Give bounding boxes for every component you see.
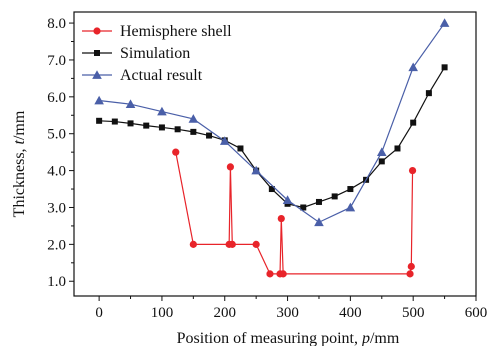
data-point: [315, 198, 322, 205]
data-point: [127, 120, 134, 127]
data-point: [219, 136, 230, 145]
data-point: [282, 195, 293, 204]
data-point: [410, 119, 417, 126]
data-point: [408, 166, 417, 175]
data-point: [314, 217, 324, 227]
data-point: [441, 64, 448, 71]
data-point: [158, 124, 165, 131]
data-point: [425, 90, 432, 97]
y-tick-label: 6.0: [47, 90, 66, 106]
y-tick-label: 4.0: [47, 164, 66, 180]
data-point: [439, 18, 450, 27]
data-point: [189, 240, 197, 248]
data-point: [143, 122, 150, 129]
data-point: [190, 128, 197, 135]
y-tick-label: 1.0: [47, 274, 66, 290]
data-point: [228, 240, 236, 248]
series-hemisphere-shell: [172, 148, 417, 278]
legend: Hemisphere shell Simulation Actual result: [82, 23, 232, 84]
data-point: [188, 114, 199, 123]
x-tick-label: 600: [465, 305, 488, 321]
legend-label: Simulation: [120, 45, 190, 62]
legend-label: Actual result: [120, 67, 203, 84]
data-point: [331, 193, 338, 200]
data-point: [394, 145, 401, 152]
data-point: [277, 214, 285, 223]
data-point: [376, 147, 387, 156]
data-point: [268, 186, 275, 193]
x-tick-label: 300: [276, 305, 299, 321]
legend-item: Hemisphere shell: [82, 23, 232, 40]
data-point: [279, 270, 287, 278]
x-tick-label: 100: [151, 305, 174, 321]
x-tick-label: 0: [95, 305, 103, 321]
data-point: [226, 163, 235, 171]
data-point: [111, 118, 118, 125]
plot-frame: [73, 11, 477, 297]
data-point: [174, 126, 181, 133]
data-point: [300, 204, 307, 211]
data-point: [378, 158, 385, 165]
legend-label: Hemisphere shell: [120, 23, 232, 40]
y-tick-label: 2.0: [47, 237, 66, 253]
data-point: [251, 165, 261, 175]
x-axis-title: Position of measuring point, p/mm: [177, 330, 400, 346]
data-point: [172, 148, 180, 156]
series-layer: [94, 18, 450, 278]
data-point: [347, 186, 354, 193]
y-tick-label: 7.0: [47, 53, 66, 69]
data-point: [345, 202, 356, 212]
y-tick-label: 3.0: [47, 200, 66, 216]
legend-item: Actual result: [82, 67, 203, 84]
plot-area: [73, 11, 477, 297]
data-point: [407, 262, 415, 271]
data-point: [406, 270, 414, 278]
data-point: [125, 99, 136, 109]
series-actual-result: [94, 18, 450, 227]
legend-swatch-marker: [93, 27, 101, 35]
legend-item: Simulation: [82, 45, 190, 62]
legend-swatch-marker: [92, 70, 102, 79]
x-tick-label: 400: [339, 305, 362, 321]
data-point: [157, 106, 167, 116]
y-tick-label: 5.0: [47, 127, 66, 143]
y-tick-label: 8.0: [47, 16, 66, 32]
series-line: [99, 22, 446, 223]
data-point: [252, 240, 260, 248]
legend-swatch-marker: [94, 50, 100, 56]
x-tick-label: 500: [402, 305, 425, 321]
series-simulation: [96, 64, 448, 211]
data-point: [96, 117, 103, 124]
series-line: [175, 152, 414, 275]
y-axis-title: Thickness, t/mm: [11, 110, 28, 217]
data-point: [266, 270, 274, 278]
data-point: [94, 95, 104, 105]
data-point: [206, 132, 213, 139]
data-point: [237, 145, 244, 152]
data-point: [408, 62, 418, 72]
axes-layer: 0 100 200 300 400 500 600 1.0 2.0 3.0 4.0 5.0 6.0 7.0…: [47, 16, 487, 321]
x-tick-label: 200: [214, 305, 237, 321]
